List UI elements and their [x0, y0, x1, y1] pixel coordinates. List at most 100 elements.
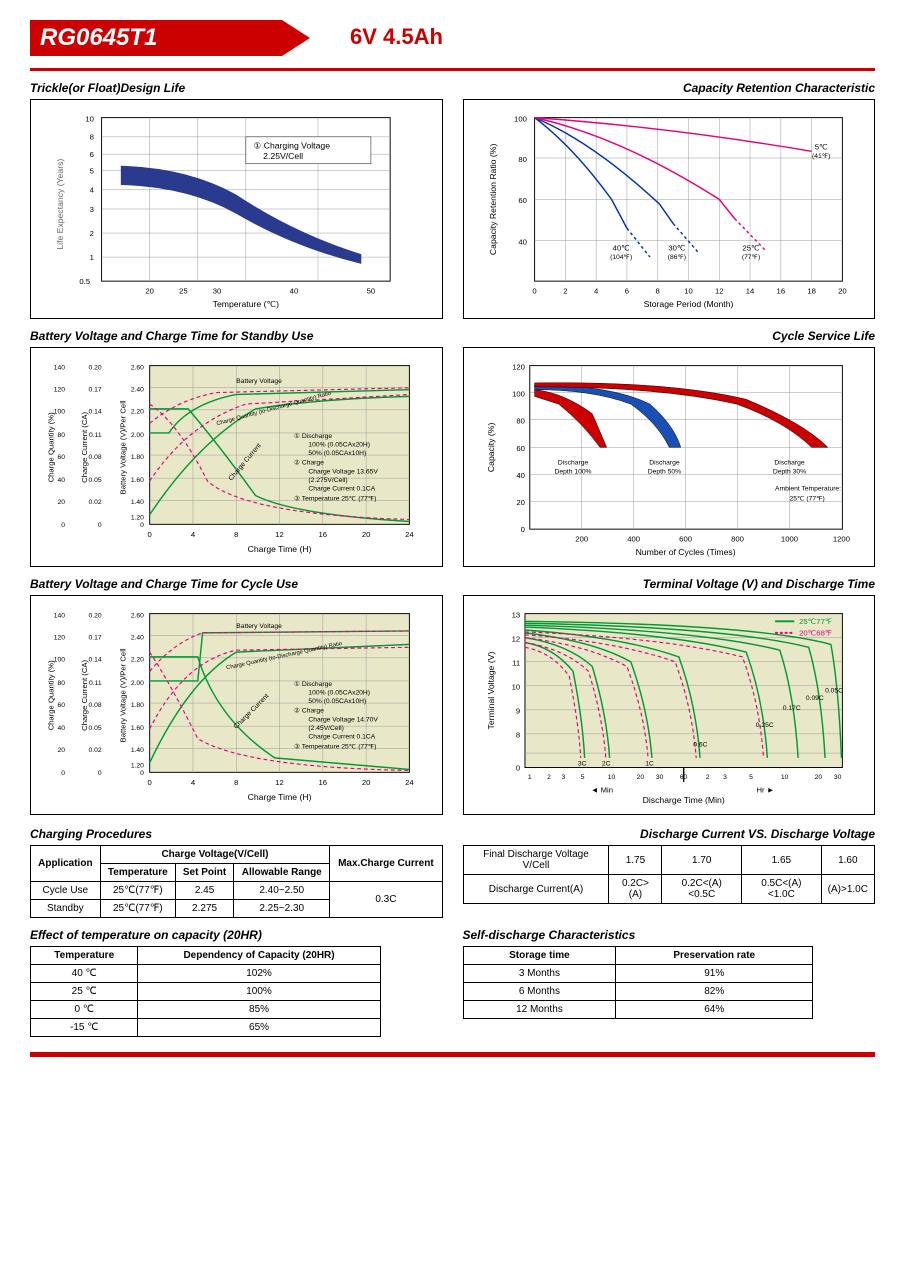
svg-text:5: 5 [749, 774, 753, 781]
cycle-charge-title: Battery Voltage and Charge Time for Cycl… [30, 577, 443, 591]
cycle-life-title: Cycle Service Life [463, 329, 876, 343]
svg-text:(41℉): (41℉) [812, 153, 830, 160]
svg-text:0: 0 [520, 525, 524, 534]
svg-text:0.14: 0.14 [89, 409, 102, 416]
svg-text:Charge Quantity (%): Charge Quantity (%) [46, 660, 55, 731]
th-max: Max.Charge Current [330, 846, 442, 882]
svg-text:0: 0 [140, 522, 144, 529]
svg-text:③ Temperature 25℃ (77℉): ③ Temperature 25℃ (77℉) [294, 742, 377, 750]
svg-text:8: 8 [234, 778, 238, 787]
table-row: 3 Months91% [463, 965, 813, 983]
svg-text:12: 12 [714, 287, 723, 296]
svg-text:Charge Current 0.1CA: Charge Current 0.1CA [308, 734, 375, 741]
table-row: 40 ℃102% [31, 965, 381, 983]
svg-text:20: 20 [145, 287, 154, 296]
svg-text:25℃ (77℉): 25℃ (77℉) [789, 495, 824, 502]
svg-text:40: 40 [518, 238, 527, 247]
svg-text:12: 12 [275, 778, 284, 787]
svg-text:Capacity Retention Ratio (%): Capacity Retention Ratio (%) [488, 144, 498, 256]
svg-text:20: 20 [516, 498, 525, 507]
svg-text:600: 600 [679, 535, 692, 544]
svg-text:4: 4 [191, 778, 196, 787]
svg-text:1.80: 1.80 [131, 454, 144, 461]
svg-text:30: 30 [833, 774, 841, 781]
svg-text:1.80: 1.80 [131, 702, 144, 709]
cycle-charge-panel: Battery Voltage and Charge Time for Cycl… [30, 577, 443, 815]
temp-effect-table: TemperatureDependency of Capacity (20HR)… [30, 946, 381, 1037]
svg-text:20: 20 [58, 747, 66, 754]
svg-text:① Charging Voltage: ① Charging Voltage [254, 140, 331, 150]
svg-text:0: 0 [515, 763, 519, 772]
svg-text:3: 3 [723, 774, 727, 781]
svg-text:50% (0.05CAx10H): 50% (0.05CAx10H) [308, 450, 366, 457]
model-badge: RG0645T1 [30, 20, 310, 56]
temp-effect-panel: Effect of temperature on capacity (20HR)… [30, 928, 443, 1037]
svg-text:(2.275V/Cell): (2.275V/Cell) [308, 477, 347, 484]
svg-text:② Charge: ② Charge [294, 707, 324, 715]
svg-text:10: 10 [684, 287, 693, 296]
svg-text:80: 80 [516, 416, 525, 425]
svg-text:Ambient Temperature:: Ambient Temperature: [775, 486, 841, 493]
retention-chart: 40℃(104℉) 30℃(86℉) 25℃(77℉) 5℃(41℉) 100 … [463, 99, 876, 319]
svg-text:Charge Quantity (%): Charge Quantity (%) [46, 412, 55, 483]
svg-text:1.60: 1.60 [131, 477, 144, 484]
svg-text:2.20: 2.20 [131, 409, 144, 416]
retention-panel: Capacity Retention Characteristic [463, 81, 876, 319]
svg-text:25: 25 [179, 287, 188, 296]
svg-text:25℃: 25℃ [742, 243, 760, 252]
svg-text:0.17C: 0.17C [782, 705, 800, 712]
svg-text:1.60: 1.60 [131, 725, 144, 732]
svg-text:(86℉): (86℉) [667, 254, 685, 261]
svg-text:Charge Current 0.1CA: Charge Current 0.1CA [308, 486, 375, 493]
header-rule [30, 68, 875, 71]
svg-text:60: 60 [516, 444, 525, 453]
svg-text:2: 2 [90, 229, 94, 238]
svg-text:Discharge: Discharge [649, 460, 680, 467]
trickle-chart: ① Charging Voltage 2.25V/Cell 10 8 6 5 4… [30, 99, 443, 319]
svg-text:0.20: 0.20 [89, 364, 102, 371]
standby-panel: Battery Voltage and Charge Time for Stan… [30, 329, 443, 567]
svg-text:0.6C: 0.6C [693, 741, 707, 748]
svg-text:14: 14 [745, 287, 754, 296]
svg-text:0: 0 [148, 778, 152, 787]
svg-text:200: 200 [575, 535, 588, 544]
th-temp: Temperature [100, 864, 175, 882]
svg-text:40: 40 [58, 725, 66, 732]
svg-text:0.05C: 0.05C [825, 687, 843, 694]
trickle-panel: Trickle(or Float)Design Life [30, 81, 443, 319]
table-row: 12 Months64% [463, 1001, 813, 1019]
svg-text:24: 24 [405, 778, 414, 787]
th-ar: Allowable Range [234, 864, 330, 882]
svg-text:Discharge: Discharge [774, 460, 805, 467]
svg-text:120: 120 [54, 635, 65, 642]
svg-text:2.25V/Cell: 2.25V/Cell [263, 151, 303, 161]
svg-text:Charge Time (H): Charge Time (H) [248, 544, 312, 554]
svg-text:(104℉): (104℉) [610, 254, 632, 261]
svg-text:2.20: 2.20 [131, 657, 144, 664]
svg-text:1.20: 1.20 [131, 515, 144, 522]
svg-text:Number of Cycles (Times): Number of Cycles (Times) [635, 547, 735, 557]
svg-text:Temperature (℃): Temperature (℃) [213, 299, 279, 309]
svg-text:2: 2 [563, 287, 567, 296]
footer-rule [30, 1052, 875, 1057]
svg-text:0.08: 0.08 [89, 454, 102, 461]
svg-text:12: 12 [511, 635, 520, 644]
svg-text:120: 120 [54, 387, 65, 394]
svg-text:1000: 1000 [780, 535, 797, 544]
svg-text:Charge Time (H): Charge Time (H) [248, 792, 312, 802]
svg-text:2.40: 2.40 [131, 387, 144, 394]
svg-text:2.00: 2.00 [131, 432, 144, 439]
table-row: 6 Months82% [463, 983, 813, 1001]
cycle-charge-chart: Battery Voltage Charge Quantity (to-Disc… [30, 595, 443, 815]
svg-text:Battery Voltage: Battery Voltage [236, 623, 282, 630]
discharge-v-panel: Discharge Current VS. Discharge Voltage … [463, 827, 876, 918]
svg-text:13: 13 [511, 610, 520, 619]
svg-text:0: 0 [532, 287, 536, 296]
svg-text:8: 8 [90, 133, 94, 142]
svg-text:20: 20 [58, 499, 66, 506]
svg-text:40: 40 [58, 477, 66, 484]
svg-text:① Discharge: ① Discharge [294, 680, 332, 688]
svg-text:◄ Min: ◄ Min [590, 786, 612, 795]
svg-text:8: 8 [655, 287, 659, 296]
svg-text:0: 0 [98, 770, 102, 777]
